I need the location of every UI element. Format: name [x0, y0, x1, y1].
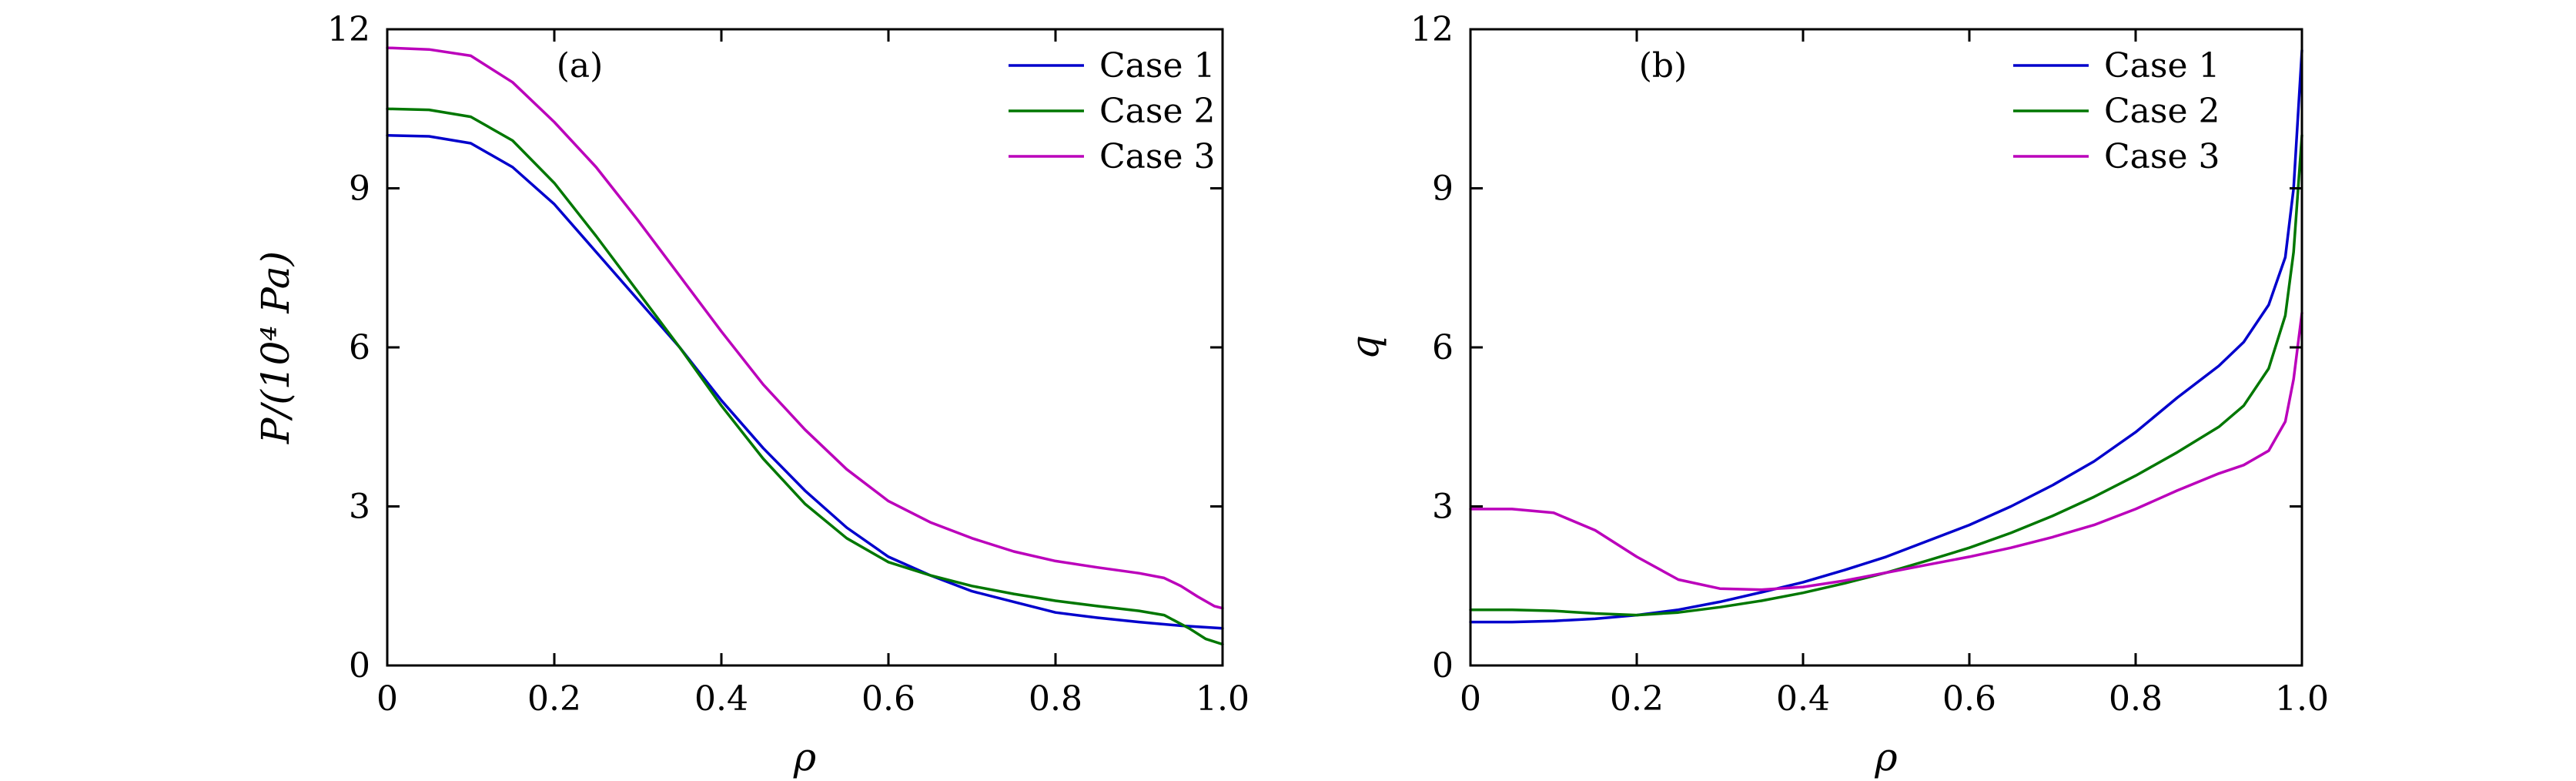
- y-tick-label: 3: [349, 488, 370, 527]
- legend: Case 1 Case 2 Case 3: [1009, 46, 1216, 176]
- y-tick-label: 9: [1432, 169, 1454, 209]
- chart-panel-a: 0 0.2 0.4 0.6 0.8 1.0 0 3 6 9 12 ρ P/(10⁴ Pa) (a) Case…: [253, 10, 1250, 779]
- y-tick-label: 12: [327, 10, 370, 49]
- legend-label-1: Case 1: [1099, 46, 1216, 85]
- x-tick-label: 0.4: [694, 679, 748, 719]
- series-line-2: [1469, 133, 2303, 617]
- legend: Case 1 Case 2 Case 3: [2013, 46, 2220, 176]
- y-axis-label: q: [1343, 335, 1387, 360]
- series-line-3: [386, 46, 1224, 610]
- x-axis-label: ρ: [1874, 735, 1898, 779]
- y-tick-label: 9: [349, 169, 370, 209]
- y-tick-label: 6: [1432, 328, 1454, 367]
- plot-frame: [386, 28, 1224, 667]
- x-tick-label: 0.2: [1610, 679, 1664, 719]
- legend-label-2: Case 2: [1099, 92, 1216, 131]
- x-tick-label: 0: [376, 679, 398, 719]
- series-line-1: [1469, 49, 2303, 624]
- panel-label: (b): [1639, 46, 1688, 85]
- legend-label-3: Case 3: [2104, 137, 2220, 176]
- series-line-1: [386, 133, 1224, 630]
- y-tick-label: 6: [349, 328, 370, 367]
- y-tick-label: 0: [1432, 646, 1454, 685]
- y-tick-label: 12: [1410, 10, 1454, 49]
- x-tick-label: 0.2: [527, 679, 581, 719]
- y-tick-label: 0: [349, 646, 370, 685]
- x-tick-label: 0.6: [861, 679, 915, 719]
- x-tick-label: 1.0: [1196, 679, 1250, 719]
- legend-label-3: Case 3: [1099, 137, 1216, 176]
- x-axis-label: ρ: [793, 735, 817, 779]
- x-tick-label: 0.8: [2109, 679, 2163, 719]
- y-axis-label: P/(10⁴ Pa): [253, 251, 298, 444]
- x-tick-label: 0: [1460, 679, 1481, 719]
- panel-label: (a): [557, 46, 604, 85]
- x-tick-label: 1.0: [2275, 679, 2329, 719]
- series-line-2: [386, 107, 1224, 646]
- legend-label-1: Case 1: [2104, 46, 2220, 85]
- y-tick-label: 3: [1432, 488, 1454, 527]
- legend-label-2: Case 2: [2104, 92, 2220, 131]
- x-tick-label: 0.6: [1942, 679, 1996, 719]
- x-tick-label: 0.4: [1776, 679, 1830, 719]
- series-line-3: [1469, 311, 2303, 592]
- x-tick-label: 0.8: [1029, 679, 1082, 719]
